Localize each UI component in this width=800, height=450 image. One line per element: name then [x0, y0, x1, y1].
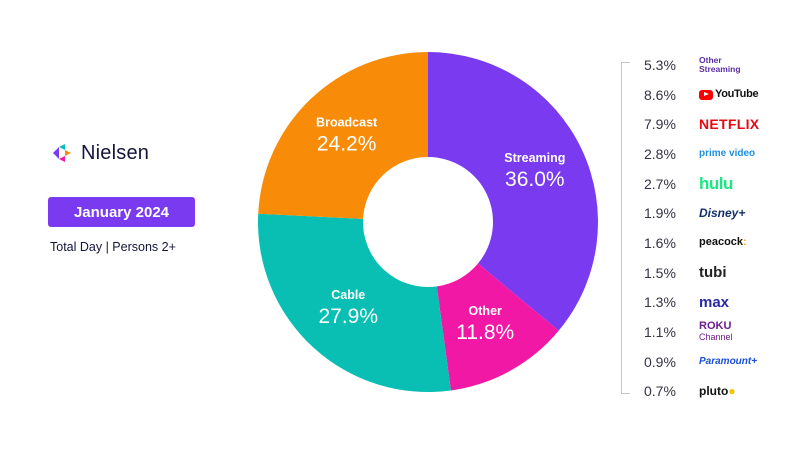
streaming-row-youtube: 8.6% YouTube: [644, 80, 784, 110]
nielsen-logo: Nielsen: [50, 141, 149, 165]
segment-value: 36.0%: [505, 168, 565, 191]
donut-segment-other: [436, 263, 559, 391]
donut-segment-broadcast: [258, 52, 428, 219]
streaming-row-netflix: 7.9% NETFLIX: [644, 109, 784, 139]
segment-value: 24.2%: [317, 133, 377, 156]
streaming-share-value: 1.1%: [644, 324, 676, 341]
segment-label: Streaming: [504, 151, 565, 165]
streaming-share-value: 1.3%: [644, 294, 676, 311]
streaming-row-prime: 2.8% prime video: [644, 139, 784, 169]
disney-plus-logo: Disney+: [699, 206, 746, 221]
date-badge: January 2024: [48, 197, 195, 227]
donut-segment-streaming: [428, 52, 599, 331]
streaming-share-value: 1.5%: [644, 264, 676, 281]
streaming-breakdown-list: 5.3% Other Streaming 8.6% YouTube 7.9% NE…: [644, 50, 784, 406]
segment-value: 27.9%: [318, 305, 378, 328]
segment-label: Broadcast: [316, 116, 378, 130]
streaming-bracket: [621, 62, 630, 394]
tubi-logo: tubi: [699, 264, 727, 282]
streaming-share-value: 5.3%: [644, 56, 676, 73]
streaming-row-tubi: 1.5% tubi: [644, 258, 784, 288]
roku-channel-logo: ROKU Channel: [699, 320, 733, 343]
streaming-share-value: 1.9%: [644, 205, 676, 222]
streaming-share-value: 0.7%: [644, 383, 676, 400]
prime-video-logo: prime video: [699, 147, 756, 159]
streaming-share-value: 8.6%: [644, 86, 676, 103]
streaming-share-value: 2.7%: [644, 175, 676, 192]
max-logo: max: [699, 293, 730, 311]
youtube-play-icon: [699, 89, 713, 100]
streaming-row-max: 1.3% max: [644, 288, 784, 318]
hulu-logo: hulu: [699, 174, 733, 194]
streaming-share-value: 0.9%: [644, 353, 676, 370]
streaming-row-roku: 1.1% ROKU Channel: [644, 317, 784, 347]
streaming-row-other: 5.3% Other Streaming: [644, 50, 784, 80]
pluto-tv-logo: pluto●: [699, 384, 736, 399]
paramount-plus-logo: Paramount+: [699, 355, 758, 367]
streaming-share-value: 2.8%: [644, 145, 676, 162]
streaming-row-paramount: 0.9% Paramount+: [644, 347, 784, 377]
streaming-row-peacock: 1.6% peacock:: [644, 228, 784, 258]
other-streaming-logo: Other Streaming: [699, 54, 741, 74]
segment-label: Cable: [331, 288, 365, 302]
nielsen-logo-icon: [53, 144, 71, 162]
segment-value: 11.8%: [456, 321, 514, 344]
streaming-row-hulu: 2.7% hulu: [644, 169, 784, 199]
streaming-share-value: 7.9%: [644, 116, 676, 133]
netflix-logo: NETFLIX: [699, 116, 760, 133]
youtube-logo: YouTube: [699, 89, 759, 100]
donut-segment-cable: [257, 213, 451, 392]
streaming-share-value: 1.6%: [644, 234, 676, 251]
peacock-logo: peacock:: [699, 236, 747, 249]
streaming-row-pluto: 0.7% pluto●: [644, 377, 784, 407]
brand-name: Nielsen: [81, 141, 150, 164]
streaming-row-disney: 1.9% Disney+: [644, 198, 784, 228]
segment-label: Other: [469, 304, 502, 318]
audience-subtitle: Total Day | Persons 2+: [50, 240, 176, 254]
